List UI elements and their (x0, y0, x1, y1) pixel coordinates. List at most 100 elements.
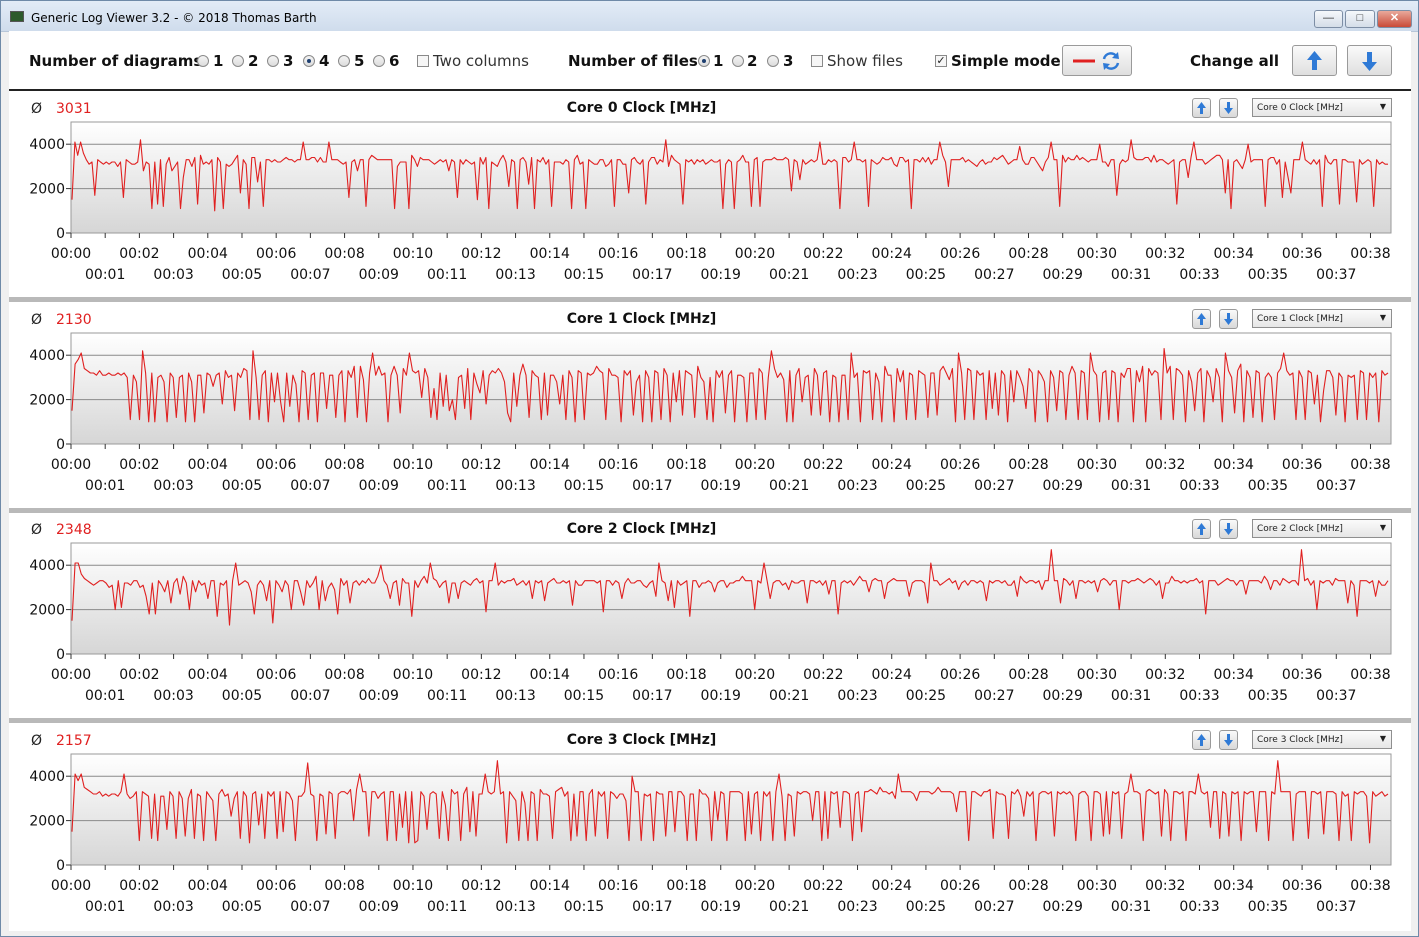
diagram-move-up-button[interactable] (1192, 519, 1211, 539)
series-line (71, 139, 1388, 212)
maximize-button[interactable]: □ (1345, 10, 1375, 28)
move-up-all-button[interactable] (1292, 45, 1337, 76)
sensor-select[interactable]: Core 0 Clock [MHz] ▼ (1252, 98, 1392, 117)
diagram-move-up-button[interactable] (1192, 309, 1211, 329)
sensor-select-value: Core 1 Clock [MHz] (1257, 314, 1343, 324)
x-tick-label: 00:28 (1008, 878, 1048, 894)
arrow-down-icon (1224, 102, 1233, 114)
move-down-all-button[interactable] (1347, 45, 1392, 76)
line-color-button[interactable] (1062, 45, 1132, 76)
diagrams-radio-1[interactable] (197, 55, 209, 67)
x-tick-label: 00:37 (1316, 899, 1356, 915)
x-tick-label: 00:01 (85, 267, 125, 283)
x-tick-label: 00:27 (974, 688, 1014, 704)
diagram-move-up-button[interactable] (1192, 98, 1211, 118)
x-tick-label: 00:37 (1316, 267, 1356, 283)
diagram-move-up-button[interactable] (1192, 730, 1211, 750)
x-tick-label: 00:34 (1214, 667, 1254, 683)
diagrams-radio-4[interactable] (303, 55, 315, 67)
x-tick-label: 00:31 (1111, 688, 1151, 704)
plot-area (70, 542, 1392, 655)
sensor-select-value: Core 3 Clock [MHz] (1257, 735, 1343, 745)
x-tick-label: 00:09 (359, 899, 399, 915)
x-tick-label: 00:03 (153, 478, 193, 494)
files-radio-3-label: 3 (783, 52, 794, 70)
y-tick-label: 4000 (29, 769, 65, 785)
x-tick-label: 00:26 (940, 667, 980, 683)
sensor-select[interactable]: Core 2 Clock [MHz] ▼ (1252, 519, 1392, 538)
x-tick-label: 00:21 (769, 688, 809, 704)
x-tick-label: 00:04 (188, 878, 228, 894)
x-tick-label: 00:21 (769, 899, 809, 915)
plot-area (70, 753, 1392, 866)
x-tick-label: 00:19 (701, 688, 741, 704)
files-radio-1-label: 1 (713, 52, 724, 70)
files-radio-1[interactable] (698, 55, 710, 67)
x-tick-label: 00:36 (1282, 457, 1322, 473)
diagrams-radio-3[interactable] (267, 55, 279, 67)
x-tick-label: 00:02 (119, 246, 159, 262)
simple-mode-checkbox[interactable]: ✓ (935, 54, 947, 67)
x-tick-label: 00:28 (1008, 246, 1048, 262)
minimize-button[interactable]: — (1314, 10, 1343, 28)
files-radio-2[interactable] (732, 55, 744, 67)
chevron-down-icon: ▼ (1379, 102, 1386, 111)
panel-splitter[interactable] (9, 718, 1411, 723)
arrow-down-icon (1224, 313, 1233, 325)
x-tick-label: 00:19 (701, 899, 741, 915)
x-tick-label: 00:22 (803, 246, 843, 262)
x-tick-label: 00:06 (256, 878, 296, 894)
x-tick-label: 00:33 (1179, 688, 1219, 704)
files-radio-2-label: 2 (747, 52, 758, 70)
diagrams-radio-2[interactable] (232, 55, 244, 67)
diagrams-radio-5[interactable] (338, 55, 350, 67)
x-tick-label: 00:02 (119, 878, 159, 894)
diagram-title: Core 3 Clock [MHz] (566, 732, 717, 748)
diagrams-radio-4-label: 4 (319, 52, 330, 70)
show-files-checkbox[interactable] (811, 55, 823, 67)
x-tick-label: 00:31 (1111, 899, 1151, 915)
sensor-select[interactable]: Core 3 Clock [MHz] ▼ (1252, 730, 1392, 749)
diagram-panel-1: Ø 2130 Core 1 Clock [MHz] Core 1 Clock [… (9, 303, 1411, 508)
two-columns-checkbox[interactable] (417, 55, 429, 67)
diagram-move-down-button[interactable] (1219, 730, 1238, 750)
panel-splitter[interactable] (9, 508, 1411, 513)
diagrams-radio-6[interactable] (373, 55, 385, 67)
average-value: 2348 (56, 522, 92, 538)
x-tick-label: 00:23 (837, 688, 877, 704)
x-tick-label: 00:09 (359, 478, 399, 494)
title-bar[interactable]: Generic Log Viewer 3.2 - © 2018 Thomas B… (1, 1, 1418, 32)
x-tick-label: 00:12 (461, 667, 501, 683)
diagram-move-down-button[interactable] (1219, 98, 1238, 118)
x-tick-label: 00:03 (153, 899, 193, 915)
x-tick-label: 00:27 (974, 267, 1014, 283)
diagrams-radio-1-label: 1 (213, 52, 224, 70)
panel-splitter[interactable] (9, 297, 1411, 302)
x-tick-label: 00:07 (290, 899, 330, 915)
plot-area (70, 332, 1392, 445)
sensor-select[interactable]: Core 1 Clock [MHz] ▼ (1252, 309, 1392, 328)
show-files-label: Show files (827, 52, 903, 70)
x-tick-label: 00:10 (393, 667, 433, 683)
diagram-panel-3: Ø 2157 Core 3 Clock [MHz] Core 3 Clock [… (9, 724, 1411, 929)
x-tick-label: 00:25 (906, 267, 946, 283)
files-radio-3[interactable] (767, 55, 779, 67)
x-tick-label: 00:01 (85, 688, 125, 704)
client-area: Number of diagrams 1 2 3 4 5 6 Two colum… (9, 31, 1411, 931)
arrow-down-icon (1224, 734, 1233, 746)
y-tick-label: 4000 (29, 558, 65, 574)
arrow-up-icon (1197, 523, 1206, 535)
x-tick-label: 00:16 (598, 878, 638, 894)
close-button[interactable]: ✕ (1377, 10, 1412, 28)
diagram-move-down-button[interactable] (1219, 519, 1238, 539)
x-tick-label: 00:17 (632, 267, 672, 283)
x-tick-label: 00:05 (222, 899, 262, 915)
x-tick-label: 00:23 (837, 478, 877, 494)
simple-mode-label: Simple mode (951, 52, 1061, 70)
x-tick-label: 00:01 (85, 478, 125, 494)
x-tick-label: 00:22 (803, 667, 843, 683)
diagram-move-down-button[interactable] (1219, 309, 1238, 329)
x-tick-label: 00:15 (564, 478, 604, 494)
chart-2: 0 2000 4000 00:00 00:02 00:04 00:06 00:08 00:10 0… (29, 542, 1392, 704)
